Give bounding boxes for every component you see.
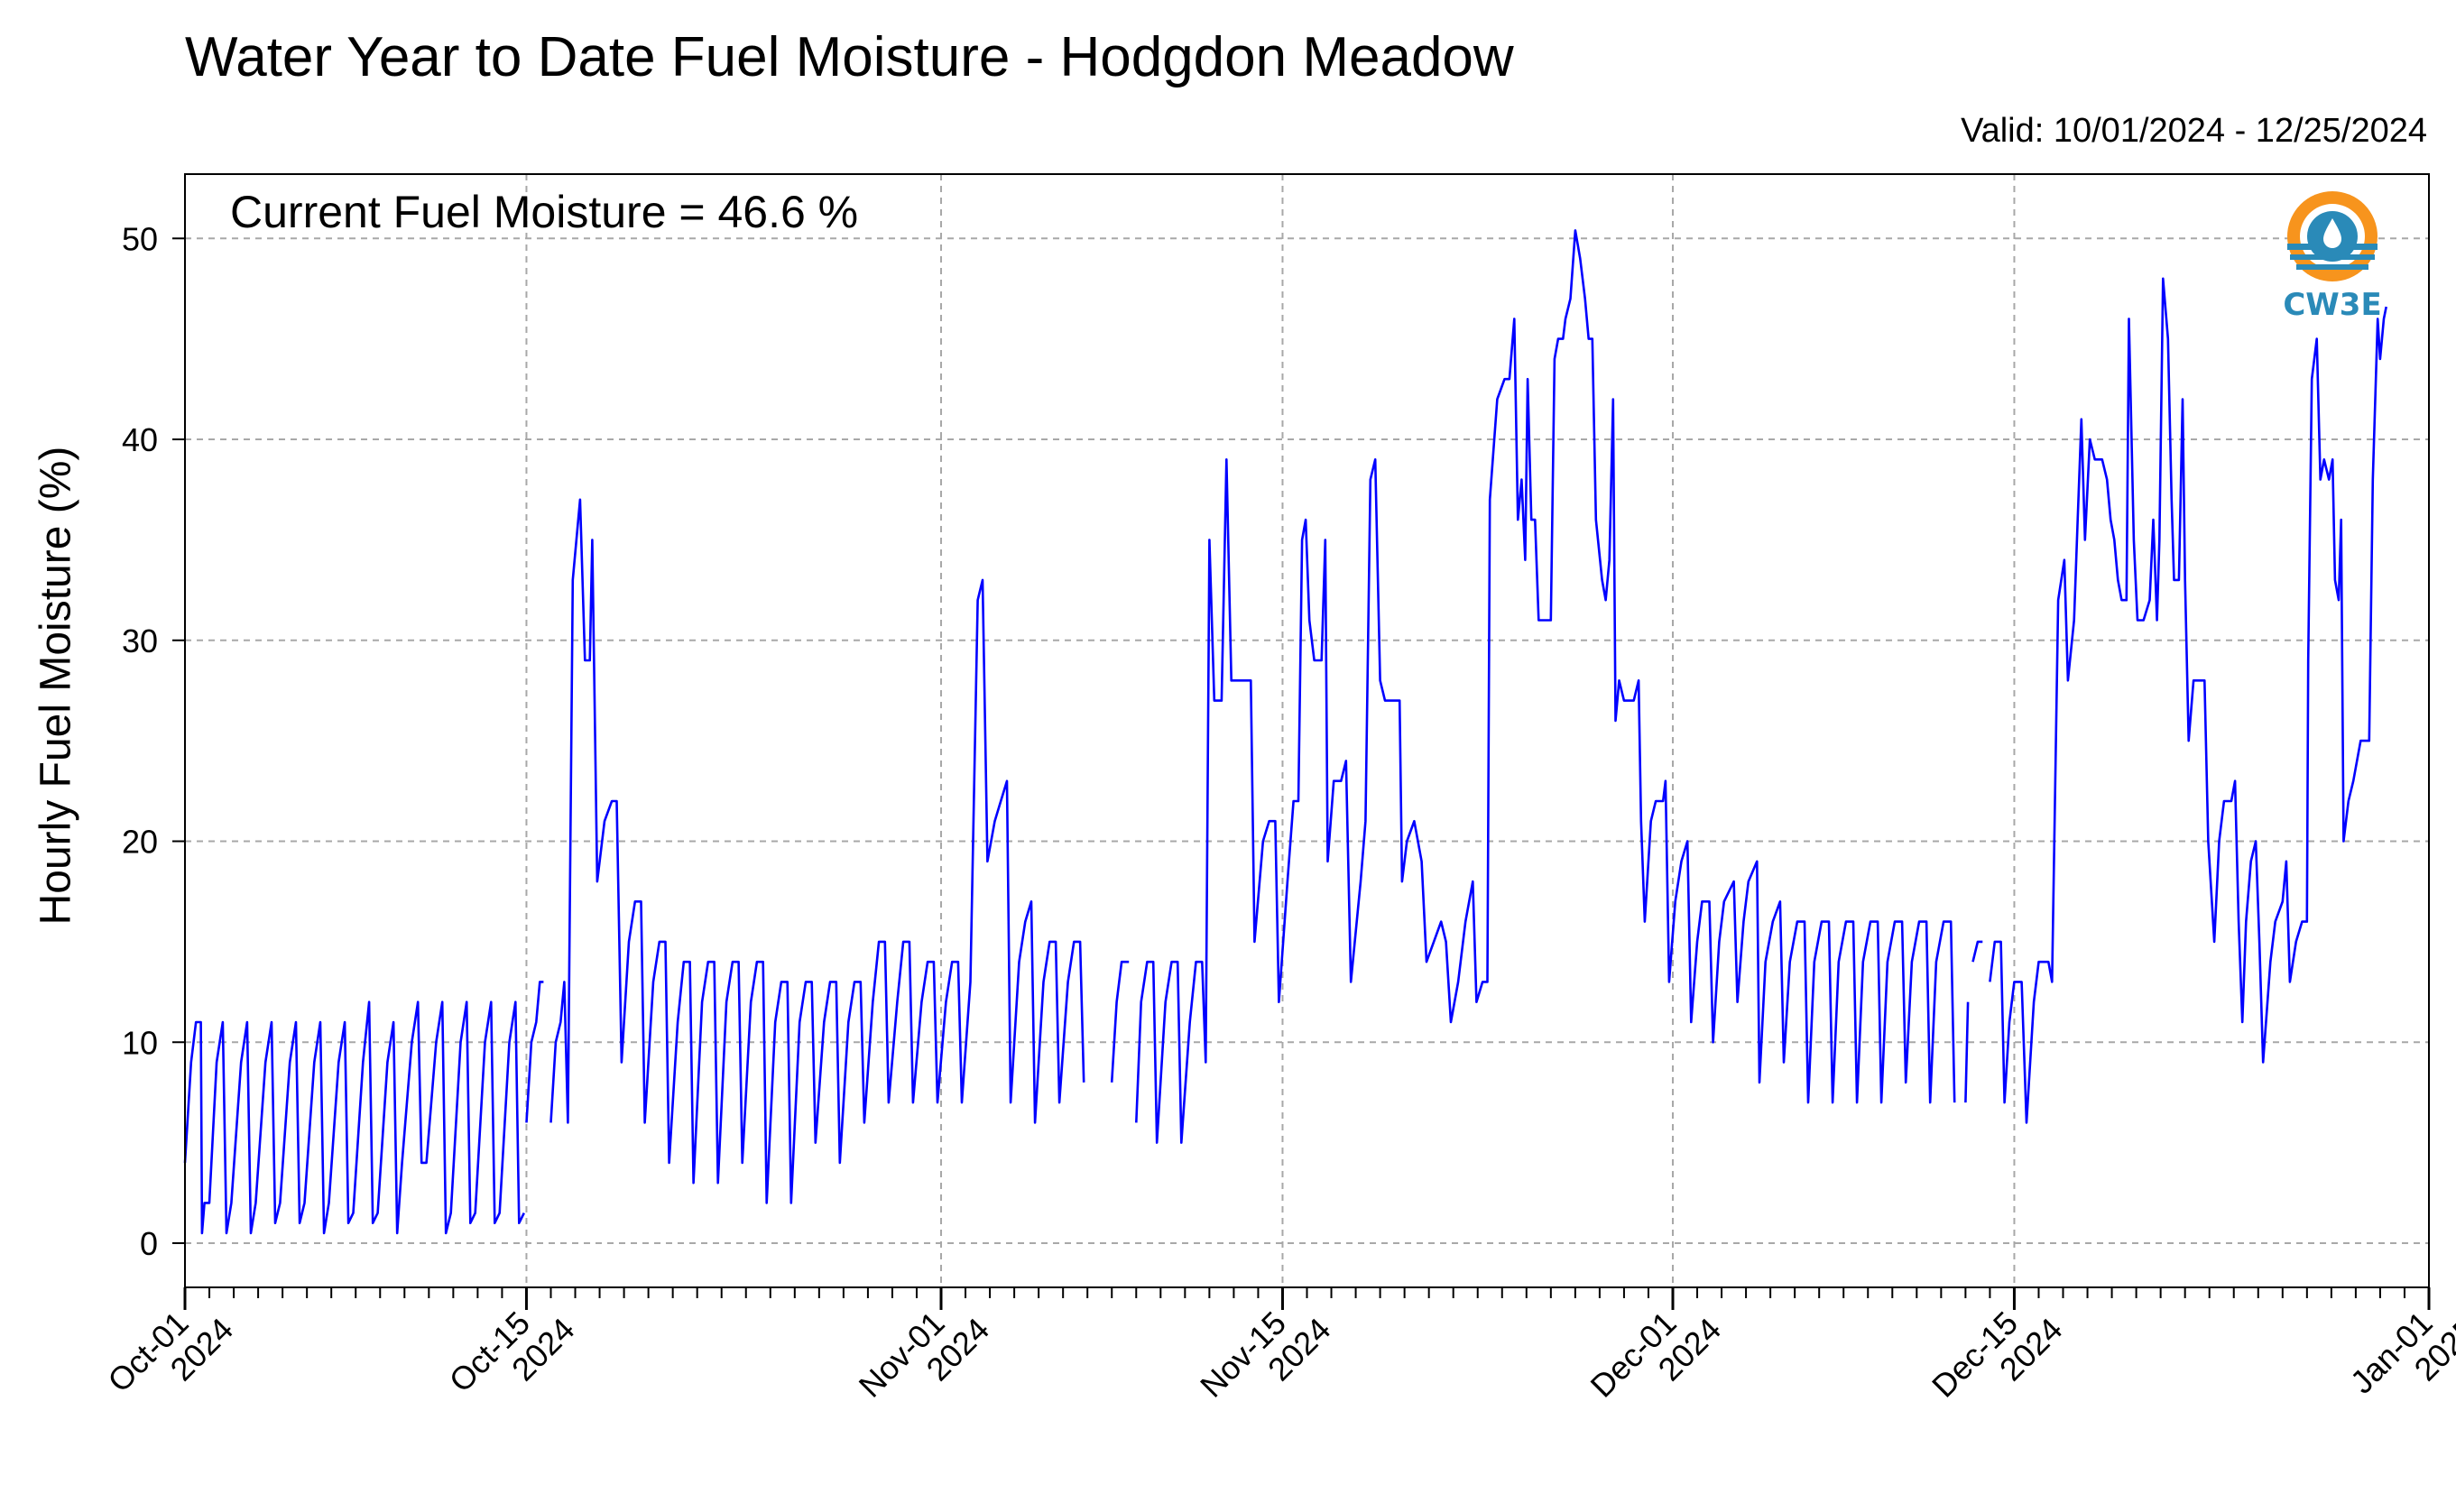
y-axis-label: Hourly Fuel Moisture (%) <box>32 446 80 926</box>
series-line-layer <box>183 229 2387 1235</box>
y-tick-label: 50 <box>122 220 158 257</box>
y-tick-label: 40 <box>122 421 158 458</box>
y-tick-label: 10 <box>122 1024 158 1061</box>
cw3e-logo: CW3E <box>2274 184 2391 328</box>
fuel-moisture-series <box>1135 229 1956 1144</box>
y-tick-label: 30 <box>122 622 158 659</box>
fuel-moisture-series <box>549 498 1085 1204</box>
chart-title: Water Year to Date Fuel Moisture - Hodgd… <box>185 26 1514 88</box>
fuel-moisture-series <box>1964 1001 1970 1103</box>
fuel-moisture-series <box>183 1000 525 1235</box>
plot-frame <box>184 173 2430 1288</box>
logo-mark-icon <box>2287 191 2378 281</box>
fuel-moisture-series <box>1971 940 1983 963</box>
fuel-moisture-series <box>1110 960 1130 1083</box>
grid-lines <box>185 174 2429 1287</box>
axis-ticks <box>172 237 2431 1310</box>
fuel-moisture-series <box>1989 277 2387 1124</box>
current-fuel-moisture: Current Fuel Moisture = 46.6 % <box>230 187 859 237</box>
logo-text: CW3E <box>2283 287 2382 323</box>
fuel-moisture-series <box>525 981 544 1123</box>
y-tick-label: 20 <box>122 824 158 861</box>
y-tick-label: 0 <box>140 1225 158 1262</box>
valid-date-range: Valid: 10/01/2024 - 12/25/2024 <box>1961 112 2427 150</box>
